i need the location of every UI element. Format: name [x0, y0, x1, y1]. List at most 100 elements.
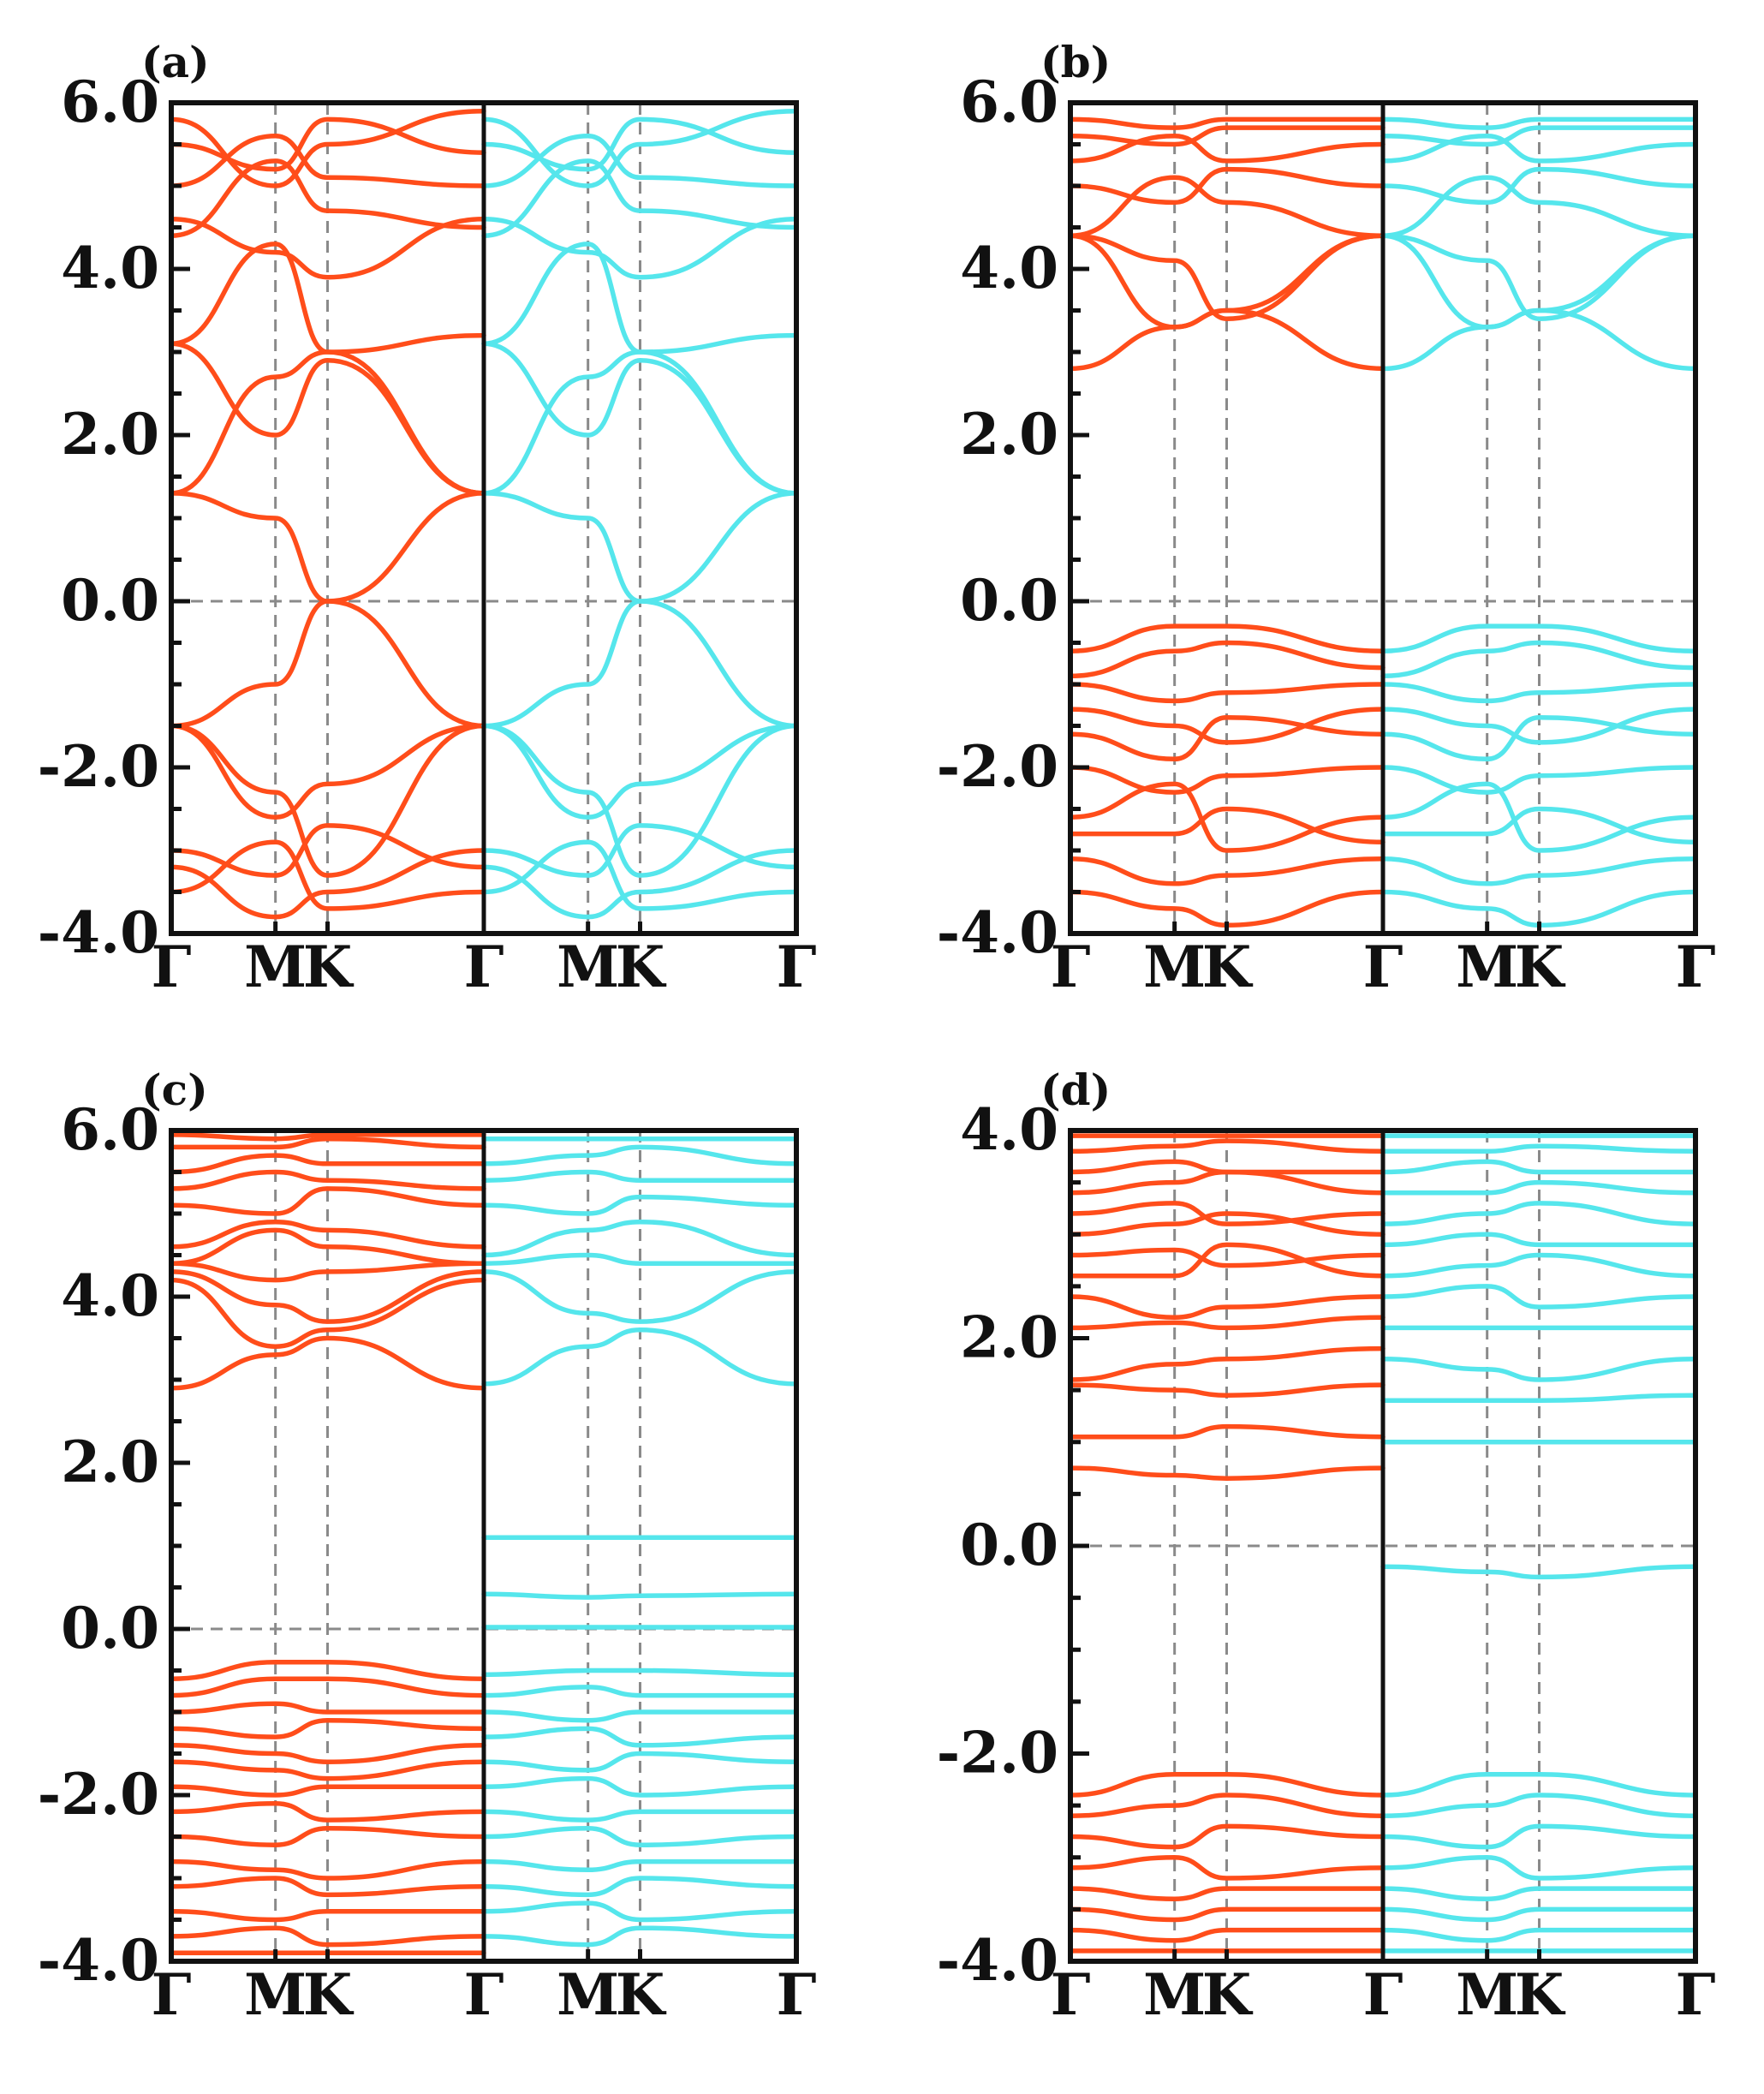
band-line-spin-up: [1070, 1793, 1386, 1818]
bands: [1070, 1133, 1695, 1954]
band-line-spin-up: [171, 1759, 486, 1781]
band-line-spin-up: [1070, 856, 1386, 886]
band-line-spin-down: [1380, 856, 1695, 886]
y-tick-label: -4.0: [937, 899, 1058, 966]
y-tick-label: 2.0: [960, 401, 1058, 468]
x-tick-label: Γ: [777, 934, 817, 1000]
kpath-guides: [1070, 103, 1695, 934]
band-line-spin-down: [481, 1876, 796, 1898]
y-tick-label: -2.0: [38, 1761, 159, 1828]
x-tick-label: K: [303, 934, 355, 1000]
band-line-spin-up: [1070, 765, 1386, 795]
x-tick-label: K: [1515, 934, 1566, 1000]
band-line-spin-up: [171, 242, 486, 355]
band-line-spin-up: [1070, 1159, 1386, 1175]
band-line-spin-up: [171, 134, 486, 188]
x-tick-label: M: [1456, 934, 1518, 1000]
band-line-spin-down: [1380, 1252, 1695, 1279]
y-tick-label: 6.0: [960, 69, 1058, 135]
band-line-spin-up: [1070, 1382, 1386, 1398]
band-line-spin-down: [1380, 1159, 1695, 1175]
band-line-spin-up: [1070, 166, 1386, 206]
band-line-spin-up: [171, 1909, 486, 1923]
band-line-spin-up: [171, 1132, 486, 1142]
x-tick-label: Γ: [464, 1961, 504, 2028]
band-line-spin-up: [1070, 1423, 1386, 1440]
band-line-spin-down: [1380, 1393, 1695, 1404]
y-tick-label: -4.0: [937, 1927, 1058, 1994]
y-tick-label: 6.0: [61, 1096, 159, 1163]
band-line-spin-down: [1380, 1772, 1695, 1798]
y-tick-label: 2.0: [61, 1429, 159, 1495]
band-line-spin-up: [171, 723, 486, 878]
bands: [171, 108, 796, 920]
panel-label: (c): [141, 1065, 208, 1115]
band-line-spin-down: [481, 242, 796, 355]
band-line-spin-down: [1380, 1564, 1695, 1580]
band-line-spin-down: [481, 1751, 796, 1773]
band-line-spin-up: [1070, 781, 1386, 853]
band-line-spin-up: [1070, 715, 1386, 762]
band-line-spin-up: [171, 723, 486, 820]
x-tick-label: Γ: [777, 1961, 817, 2028]
y-tick-label: 0.0: [61, 1595, 159, 1661]
band-line-spin-down: [481, 848, 796, 920]
band-line-spin-up: [171, 848, 486, 920]
y-tick-label: -2.0: [38, 733, 159, 800]
x-tick-label: M: [1456, 1961, 1518, 2028]
band-line-spin-down: [481, 1900, 796, 1923]
band-line-spin-down: [481, 158, 796, 238]
band-line-spin-down: [481, 1169, 796, 1183]
y-tick-label: 6.0: [61, 69, 159, 135]
band-line-spin-up: [1070, 233, 1386, 330]
band-line-spin-up: [1070, 806, 1386, 845]
x-tick-label: M: [557, 934, 619, 1000]
panel-label: (d): [1040, 1065, 1111, 1115]
band-line-spin-down: [481, 1327, 796, 1387]
y-tick-label: 2.0: [960, 1304, 1058, 1371]
band-line-spin-down: [481, 134, 796, 188]
band-line-spin-up: [171, 1153, 486, 1175]
band-line-spin-down: [481, 1726, 796, 1748]
bands: [171, 1132, 796, 1956]
band-line-spin-up: [171, 1277, 486, 1349]
band-line-spin-up: [171, 1660, 486, 1681]
band-line-spin-down: [1380, 1886, 1695, 1901]
band-line-spin-up: [1070, 682, 1386, 704]
band-line-spin-up: [171, 1219, 486, 1250]
band-line-spin-up: [1070, 1169, 1386, 1196]
y-tick-label: -2.0: [937, 1720, 1058, 1787]
band-line-spin-down: [1380, 806, 1695, 845]
band-line-spin-down: [481, 723, 796, 820]
band-line-spin-up: [171, 1261, 486, 1283]
band-line-spin-down: [1380, 781, 1695, 853]
band-line-spin-down: [1380, 134, 1695, 164]
panel-a: 6.04.02.00.0-2.0-4.0Γ MK Γ MK Γ(a): [38, 37, 817, 1000]
band-line-spin-down: [1380, 1232, 1695, 1248]
x-tick-label: Γ: [464, 934, 504, 1000]
band-line-spin-up: [1070, 1886, 1386, 1901]
y-tick-label: -2.0: [937, 733, 1058, 800]
band-line-spin-up: [171, 1227, 486, 1266]
x-tick-label: K: [1202, 1961, 1254, 2028]
band-line-spin-down: [481, 1775, 796, 1798]
band-line-spin-up: [1070, 1465, 1386, 1481]
band-line-spin-down: [481, 116, 796, 172]
band-line-spin-down: [481, 1685, 796, 1698]
y-tick-label: 2.0: [61, 401, 159, 468]
band-line-spin-down: [481, 839, 796, 911]
band-line-spin-up: [171, 1800, 486, 1823]
band-line-spin-down: [481, 1709, 796, 1723]
band-line-spin-up: [171, 1136, 486, 1150]
band-line-spin-down: [481, 599, 796, 729]
band-line-spin-down: [481, 1269, 796, 1324]
x-tick-label: M: [1143, 1961, 1206, 2028]
kpath-guides: [1070, 1131, 1695, 1961]
band-line-spin-up: [171, 1826, 486, 1847]
band-line-spin-up: [171, 1858, 486, 1881]
band-line-spin-up: [171, 1676, 486, 1698]
band-line-spin-up: [1070, 623, 1386, 653]
band-line-spin-down: [481, 1144, 796, 1166]
band-line-spin-up: [1070, 175, 1386, 238]
